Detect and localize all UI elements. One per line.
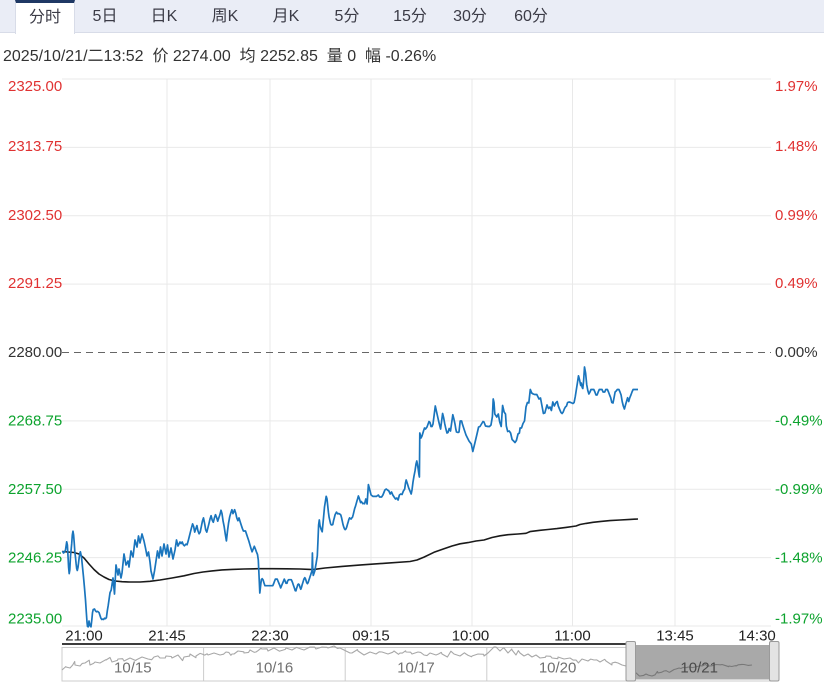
svg-text:1.48%: 1.48% — [775, 138, 818, 155]
svg-text:2302.50: 2302.50 — [8, 207, 62, 224]
svg-text:2313.75: 2313.75 — [8, 138, 62, 155]
svg-text:2257.50: 2257.50 — [8, 481, 62, 498]
svg-text:10:00: 10:00 — [452, 628, 490, 645]
svg-text:0.99%: 0.99% — [775, 207, 818, 224]
svg-text:2280.00: 2280.00 — [8, 344, 62, 361]
svg-text:14:30: 14:30 — [738, 628, 776, 645]
svg-text:11:00: 11:00 — [554, 628, 590, 645]
svg-text:21:45: 21:45 — [148, 628, 186, 645]
svg-text:10/21: 10/21 — [680, 660, 718, 677]
svg-text:0.00%: 0.00% — [775, 344, 818, 361]
svg-text:10/15: 10/15 — [114, 660, 152, 677]
svg-text:2291.25: 2291.25 — [8, 275, 62, 292]
svg-text:2268.75: 2268.75 — [8, 413, 62, 430]
svg-text:2246.25: 2246.25 — [8, 550, 62, 567]
svg-text:-1.97%: -1.97% — [775, 611, 823, 628]
svg-text:10/16: 10/16 — [256, 660, 294, 677]
svg-text:09:15: 09:15 — [352, 628, 390, 645]
svg-text:13:45: 13:45 — [656, 628, 694, 645]
svg-text:1.97%: 1.97% — [775, 78, 818, 95]
svg-text:2235.00: 2235.00 — [8, 611, 62, 628]
svg-text:10/20: 10/20 — [539, 660, 577, 677]
svg-text:22:30: 22:30 — [251, 628, 289, 645]
svg-text:-1.48%: -1.48% — [775, 550, 823, 567]
svg-text:10/17: 10/17 — [397, 660, 435, 677]
svg-text:21:00: 21:00 — [65, 628, 103, 645]
svg-text:-0.99%: -0.99% — [775, 481, 823, 498]
svg-text:2325.00: 2325.00 — [8, 78, 62, 95]
svg-text:-0.49%: -0.49% — [775, 413, 823, 430]
svg-text:0.49%: 0.49% — [775, 275, 818, 292]
